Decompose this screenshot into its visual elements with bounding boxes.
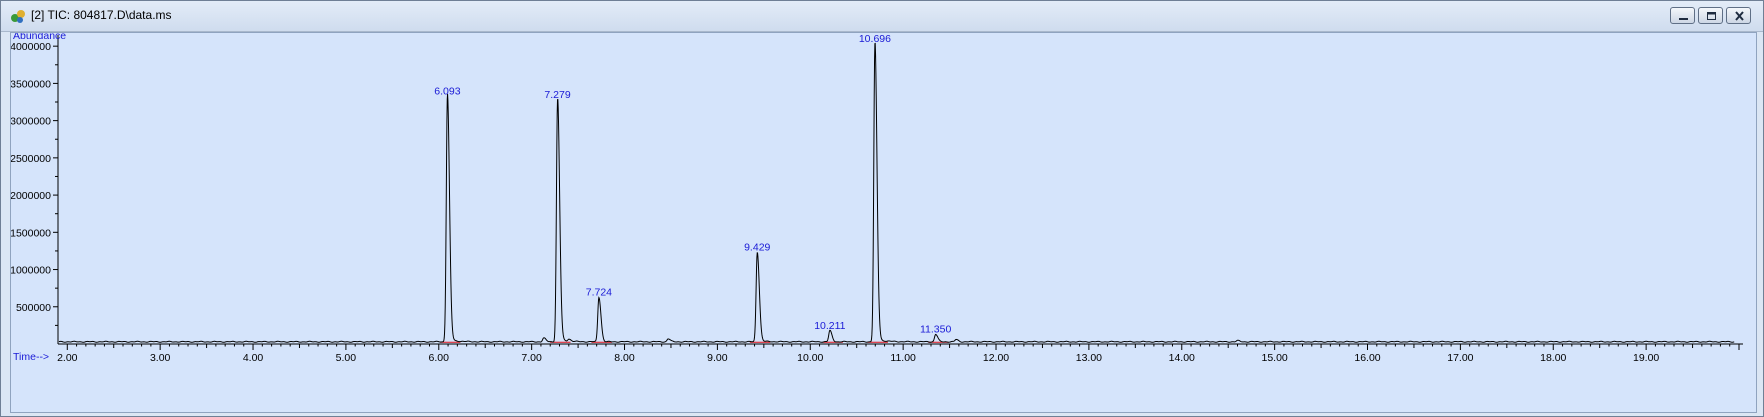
window-title: [2] TIC: 804817.D\data.ms <box>31 8 172 22</box>
x-tick-label: 15.00 <box>1261 352 1287 364</box>
tic-trace <box>58 42 1735 343</box>
tic-trace-line <box>58 42 1735 343</box>
peak-label: 7.279 <box>544 89 570 101</box>
peak-label: 7.724 <box>586 286 612 298</box>
y-tick-label: 4000000 <box>11 41 51 53</box>
x-tick-label: 4.00 <box>243 352 264 364</box>
y-tick-label: 3000000 <box>11 116 51 128</box>
x-tick-label: 9.00 <box>707 352 728 364</box>
x-tick-label: 11.00 <box>890 352 916 364</box>
x-tick-label: 16.00 <box>1354 352 1380 364</box>
x-tick-label: 7.00 <box>521 352 542 364</box>
y-tick-label: 1000000 <box>11 265 51 277</box>
y-tick-label: 3500000 <box>11 78 51 90</box>
y-axis-ticks: 500000 1000000 1500000 2000000 2500000 300000… <box>11 41 58 326</box>
x-tick-label: 8.00 <box>614 352 635 364</box>
axes <box>57 35 1743 345</box>
y-tick-label: 2500000 <box>11 153 51 165</box>
x-tick-label: 19.00 <box>1633 352 1659 364</box>
maximize-icon <box>1707 12 1716 20</box>
x-tick-label: 18.00 <box>1540 352 1566 364</box>
y-tick-label: 500000 <box>16 302 51 314</box>
close-icon <box>1735 11 1744 21</box>
chromatogram-chart[interactable]: 2.00 3.00 4.00 5.00 6.00 7.00 8.00 9.00 10.00 11.… <box>11 33 1756 412</box>
x-axis-label: Time--> <box>13 351 49 363</box>
y-tick-label: 1500000 <box>11 227 51 239</box>
title-bar[interactable]: [2] TIC: 804817.D\data.ms <box>1 1 1763 32</box>
x-tick-label: 5.00 <box>336 352 357 364</box>
x-tick-label: 6.00 <box>429 352 450 364</box>
peak-label: 10.211 <box>814 320 845 332</box>
maximize-button[interactable] <box>1698 7 1723 24</box>
x-tick-label: 13.00 <box>1076 352 1102 364</box>
x-tick-label: 2.00 <box>57 352 78 364</box>
peak-labels: 6.093 7.279 7.724 9.429 10.211 10.696 11.350 <box>434 33 951 335</box>
minimize-icon <box>1679 18 1688 20</box>
close-button[interactable] <box>1726 7 1751 24</box>
x-tick-label: 3.00 <box>150 352 171 364</box>
x-axis-ticks: 2.00 3.00 4.00 5.00 6.00 7.00 8.00 9.00 10.00 11.… <box>57 344 1740 364</box>
plot-area[interactable]: 2.00 3.00 4.00 5.00 6.00 7.00 8.00 9.00 10.00 11.… <box>10 32 1757 413</box>
y-tick-label: 2000000 <box>11 190 51 202</box>
peak-label: 10.696 <box>859 33 891 45</box>
minimize-button[interactable] <box>1670 7 1695 24</box>
x-tick-label: 14.00 <box>1169 352 1195 364</box>
peak-label: 11.350 <box>920 324 951 336</box>
y-axis-label: Abundance <box>13 33 66 42</box>
x-tick-label: 12.00 <box>983 352 1009 364</box>
peak-label: 9.429 <box>744 242 770 254</box>
x-tick-label: 10.00 <box>797 352 823 364</box>
peak-label: 6.093 <box>434 85 460 97</box>
chromatogram-icon <box>11 10 25 23</box>
x-tick-label: 17.00 <box>1447 352 1473 364</box>
